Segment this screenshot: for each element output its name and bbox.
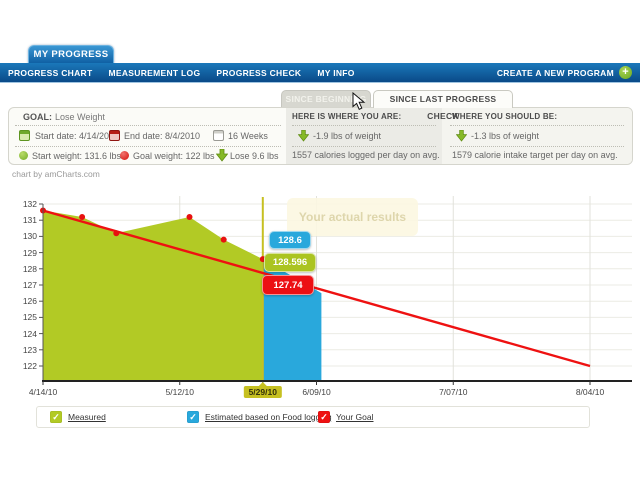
here-is-where-you-are-column: HERE IS WHERE YOU ARE: -1.9 lbs of weigh… xyxy=(286,108,442,164)
start-weight-dot-icon xyxy=(19,151,28,160)
tab-my-progress[interactable]: MY PROGRESS xyxy=(28,45,114,64)
x-axis-tick-label: 8/04/10 xyxy=(575,387,605,397)
tab-since-beginning[interactable]: SINCE BEGINNING xyxy=(281,90,371,108)
divider xyxy=(15,125,281,126)
x-axis-highlighted-tick-label: 5/29/10 xyxy=(243,382,282,398)
main-navbar: PROGRESS CHART MEASUREMENT LOG PROGRESS … xyxy=(0,63,640,83)
x-axis-tick-label: 4/14/10 xyxy=(28,387,58,397)
y-axis-tick-label: 123 xyxy=(22,344,37,355)
here-header: HERE IS WHERE YOU ARE: xyxy=(292,112,402,121)
legend-item-your-goal[interactable]: ✓ Your Goal xyxy=(318,411,374,423)
y-axis-tick-label: 132 xyxy=(22,199,37,209)
legend-your-goal-label: Your Goal xyxy=(336,412,374,422)
y-axis-tick-label: 128 xyxy=(22,263,37,274)
y-axis-tick-label: 131 xyxy=(22,215,37,226)
nav-progress-check[interactable]: PROGRESS CHECK xyxy=(216,67,302,78)
amcharts-credit[interactable]: chart by amCharts.com xyxy=(12,169,100,179)
y-axis-tick-label: 122 xyxy=(22,361,37,371)
nav-my-info[interactable]: MY INFO xyxy=(317,67,355,78)
duration: 16 Weeks xyxy=(228,131,268,141)
chart-legend: ✓ Measured ✓ Estimated based on Food log… xyxy=(36,406,590,428)
should-weight: -1.3 lbs of weight xyxy=(471,131,540,141)
dates-row: Start date: 4/14/2010 End date: 8/4/2010… xyxy=(9,126,286,146)
start-weight: Start weight: 131.6 lbs xyxy=(32,151,122,161)
start-date: Start date: 4/14/2010 xyxy=(35,131,120,141)
here-weight: -1.9 lbs of weight xyxy=(313,131,382,141)
y-axis-tick-label: 125 xyxy=(22,312,37,323)
should-calories: 1579 calorie intake target per day on av… xyxy=(452,150,618,160)
goal-summary-panel: GOAL: Lose Weight Start date: 4/14/2010 … xyxy=(8,107,633,165)
goal-value: Lose Weight xyxy=(55,112,105,122)
balloon-goal-value: 127.74 xyxy=(262,275,314,295)
estimated-checkbox-icon[interactable]: ✓ xyxy=(187,411,199,423)
goal-weight-dot-icon xyxy=(120,151,129,160)
should-weight-arrow-icon xyxy=(455,129,468,142)
chart-tooltip: Your actual results xyxy=(287,198,418,236)
lose-amount: Lose 9.6 lbs xyxy=(230,151,279,161)
your-goal-checkbox-icon[interactable]: ✓ xyxy=(318,411,330,423)
divider xyxy=(449,125,625,126)
x-axis-tick-label: 5/12/10 xyxy=(165,387,194,397)
balloon-measured-value: 128.596 xyxy=(264,253,316,272)
end-date-calendar-icon xyxy=(109,130,120,141)
legend-item-measured[interactable]: ✓ Measured xyxy=(50,411,106,423)
end-date: End date: 8/4/2010 xyxy=(124,131,201,141)
duration-calendar-icon xyxy=(213,130,224,141)
goal-row: GOAL: Lose Weight xyxy=(9,111,286,125)
legend-item-estimated[interactable]: ✓ Estimated based on Food logging xyxy=(187,411,332,423)
measured-checkbox-icon[interactable]: ✓ xyxy=(50,411,62,423)
goal-weight: Goal weight: 122 lbs xyxy=(133,151,215,161)
nav-measurement-log[interactable]: MEASUREMENT LOG xyxy=(108,67,201,78)
divider xyxy=(15,146,281,147)
where-you-should-be-column: WHERE YOU SHOULD BE: -1.3 lbs of weight … xyxy=(442,108,632,164)
balloon-estimated-value: 128.6 xyxy=(269,231,311,249)
x-axis-tick-label: 6/09/10 xyxy=(302,387,331,397)
start-date-calendar-icon xyxy=(19,130,30,141)
y-axis-tick-label: 129 xyxy=(22,247,37,258)
here-weight-arrow-icon xyxy=(297,129,310,142)
lose-arrow-icon xyxy=(215,148,229,162)
x-axis-tick-label: 7/07/10 xyxy=(439,387,468,397)
divider xyxy=(292,146,436,147)
y-axis-tick-label: 127 xyxy=(22,280,37,290)
y-axis-tick-label: 130 xyxy=(22,231,37,242)
legend-measured-label: Measured xyxy=(68,412,106,422)
plus-icon: + xyxy=(619,66,632,79)
create-new-program-label: CREATE A NEW PROGRAM xyxy=(496,67,614,78)
nav-progress-chart[interactable]: PROGRESS CHART xyxy=(8,67,93,78)
goal-label: GOAL: xyxy=(23,112,52,122)
divider xyxy=(449,146,625,147)
tab-since-last-progress-check[interactable]: SINCE LAST PROGRESS CHECK xyxy=(373,90,513,121)
legend-estimated-label: Estimated based on Food logging xyxy=(205,412,332,422)
should-header: WHERE YOU SHOULD BE: xyxy=(452,112,558,121)
here-calories: 1557 calories logged per day on avg. xyxy=(292,150,440,160)
y-axis-tick-label: 126 xyxy=(22,296,37,307)
divider xyxy=(292,125,436,126)
create-new-program-button[interactable]: CREATE A NEW PROGRAM + xyxy=(497,66,632,79)
y-axis-tick-label: 124 xyxy=(22,328,37,339)
weights-row: Start weight: 131.6 lbs Goal weight: 122… xyxy=(9,147,286,165)
mouse-cursor-icon xyxy=(352,91,366,117)
